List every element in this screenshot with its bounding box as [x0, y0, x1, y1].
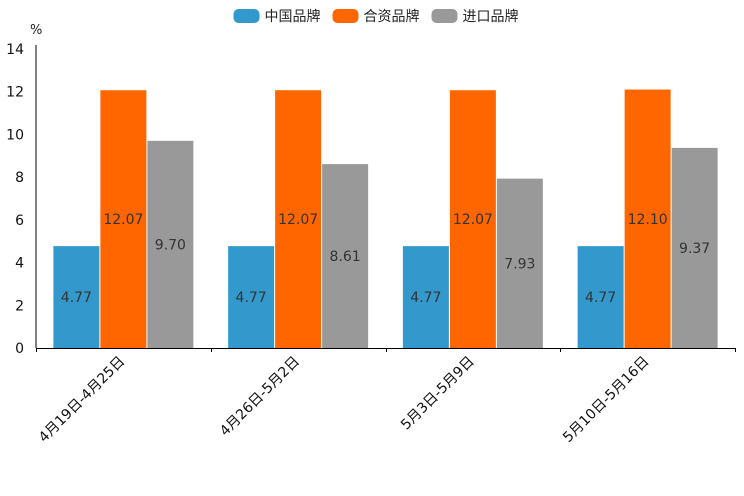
- y-tick-label: 2: [15, 298, 24, 314]
- y-tick-label: 4: [15, 256, 24, 272]
- data-label: 12.07: [453, 212, 493, 228]
- legend-swatch: [332, 9, 359, 23]
- data-label: 12.07: [103, 212, 143, 228]
- data-label-group: 4.77 12.07 9.70 4.77 12.07 8.61 4.77 12.07 7.93 4…: [61, 212, 710, 306]
- y-tick-label: 12: [6, 85, 24, 101]
- x-category-label: 5月10日-5月16日: [560, 354, 652, 446]
- bar--3: [449, 90, 496, 348]
- data-label: 7.93: [504, 256, 535, 272]
- y-tick-label: 6: [15, 213, 24, 229]
- bar--1: [100, 90, 147, 348]
- data-label: 9.70: [155, 237, 186, 253]
- x-axis: 4月19日-4月25日 4月26日-5月2日 5月3日-5月9日 5月10日-5月16…: [36, 348, 736, 446]
- y-axis-unit-label: %: [30, 23, 42, 38]
- data-label: 12.10: [628, 212, 668, 228]
- bar--2: [275, 90, 322, 348]
- data-label: 4.77: [410, 290, 441, 306]
- bar--3: [496, 178, 543, 348]
- data-label: 4.77: [585, 290, 616, 306]
- legend-swatch: [233, 9, 260, 23]
- data-label: 12.07: [278, 212, 318, 228]
- bar--4: [577, 246, 624, 348]
- bar--4: [624, 89, 671, 348]
- chart-legend: 中国品牌 合资品牌 进口品牌: [233, 8, 519, 25]
- y-tick-label: 8: [15, 170, 24, 186]
- data-label: 9.37: [679, 241, 710, 257]
- y-tick-label: 14: [6, 42, 24, 58]
- legend-swatch: [431, 9, 458, 23]
- y-tick-label: 10: [6, 127, 24, 143]
- y-axis: 0 2 4 6 8 10 12 14: [6, 42, 37, 357]
- x-category-label: 5月3日-5月9日: [398, 354, 478, 434]
- bar--3: [402, 246, 449, 348]
- x-category-label: 4月26日-5月2日: [217, 354, 303, 440]
- legend-label: 中国品牌: [265, 8, 321, 25]
- bar--2: [322, 164, 369, 348]
- legend-item[interactable]: 中国品牌: [233, 8, 321, 25]
- legend-item[interactable]: 合资品牌: [332, 8, 420, 25]
- bar--2: [228, 246, 275, 348]
- data-label: 4.77: [236, 290, 267, 306]
- data-label: 8.61: [330, 249, 361, 265]
- bar-series-group: [53, 89, 718, 348]
- legend-item[interactable]: 进口品牌: [431, 8, 519, 25]
- bar--4: [671, 147, 718, 348]
- x-category-label: 4月19日-4月25日: [36, 354, 128, 446]
- bar--1: [147, 140, 194, 348]
- legend-label: 进口品牌: [463, 8, 519, 25]
- y-tick-label: 0: [15, 341, 24, 357]
- legend-label: 合资品牌: [364, 8, 420, 25]
- data-label: 4.77: [61, 290, 92, 306]
- bar--1: [53, 246, 100, 348]
